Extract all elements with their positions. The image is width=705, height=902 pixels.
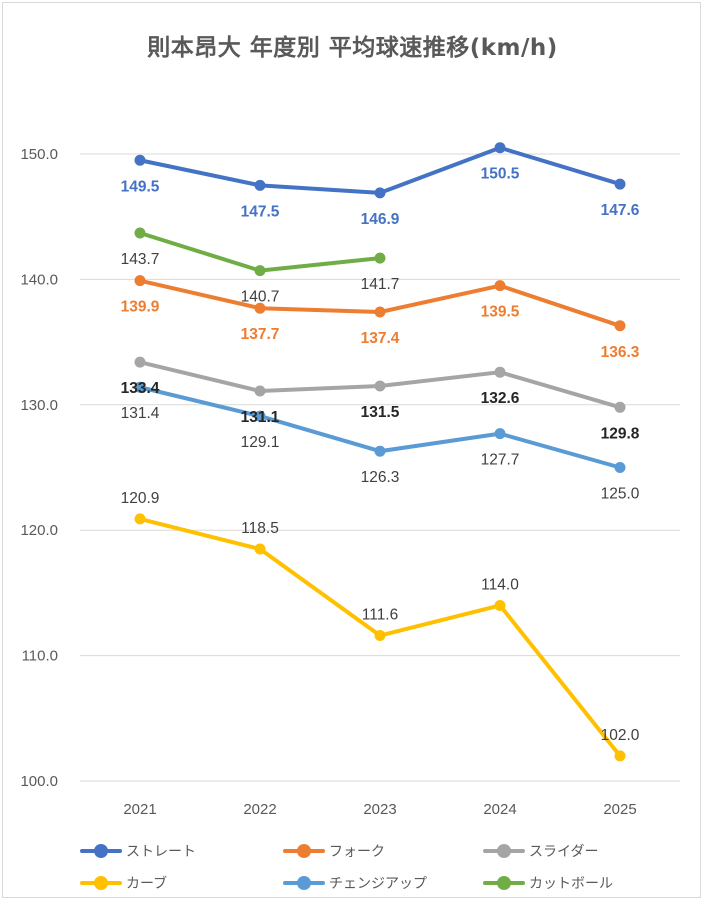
data-label: 131.1 [241,409,280,426]
data-point [374,630,386,642]
data-point [134,275,146,287]
data-label: 131.4 [121,405,160,422]
data-point [254,385,266,397]
legend-item: カットボール [483,872,613,894]
data-point [374,380,386,392]
data-label: 141.7 [361,276,400,293]
x-tick-label: 2025 [603,801,636,818]
data-label: 118.5 [241,520,279,537]
data-point [254,302,266,314]
data-label: 133.4 [121,380,160,397]
data-label: 137.7 [241,326,280,343]
data-point [254,265,266,277]
data-point [494,366,506,378]
x-tick-label: 2022 [243,801,276,818]
legend-item: スライダー [483,840,598,862]
data-point [494,428,506,440]
data-label: 127.7 [481,452,520,469]
legend-swatch [80,872,122,894]
legend-label: ストレート [126,844,196,860]
data-point [614,401,626,413]
legend-label: チェンジアップ [329,876,427,892]
series-line [138,145,622,195]
data-point [494,142,506,154]
data-label: 149.5 [121,178,160,195]
y-tick-label: 110.0 [22,648,58,665]
chart-title: 則本昂大 年度別 平均球速推移(km/h) [147,35,558,61]
x-tick-label: 2021 [123,801,156,818]
legend-swatch [283,840,325,862]
data-point [254,410,266,422]
legend-label: カーブ [126,876,168,892]
legend-label: カットボール [529,876,613,892]
legend-swatch [483,872,525,894]
y-tick-label: 100.0 [20,773,58,790]
data-point [614,462,626,473]
data-label: 129.1 [241,434,280,451]
legend-item: ストレート [80,840,196,862]
data-label: 139.5 [481,304,520,321]
data-point [374,306,386,318]
data-point [134,513,146,525]
y-tick-label: 130.0 [20,397,58,414]
x-tick-label: 2024 [483,801,516,818]
data-point [134,227,146,239]
data-label: 111.6 [362,607,399,624]
data-label: 132.6 [481,390,520,407]
data-label: 150.5 [481,166,520,183]
data-label: 131.5 [361,404,400,421]
data-point [374,252,386,264]
data-label: 114.0 [481,576,519,593]
data-point [374,187,386,199]
y-tick-label: 120.0 [20,522,58,539]
data-point [614,178,626,190]
data-label: 146.9 [361,211,400,228]
data-label: 140.7 [241,289,280,306]
legend-item: カーブ [80,872,167,894]
data-point [134,381,146,393]
chart-legend: ストレート フォーク スライダーカーブ チェンジアップ カットボール [0,838,705,898]
legend-item: フォーク [283,840,385,862]
data-label: 147.6 [601,202,640,219]
data-point [614,750,626,762]
legend-swatch [80,840,122,862]
legend-swatch [283,872,325,894]
data-point [614,320,626,332]
data-label: 143.7 [121,251,160,268]
y-tick-label: 140.0 [20,271,58,288]
legend-swatch [483,840,525,862]
legend-item: チェンジアップ [283,872,427,894]
data-label: 129.8 [601,425,640,442]
data-point [494,280,506,292]
data-point [494,599,506,611]
data-point [134,154,146,166]
series-line [138,231,382,273]
data-label: 126.3 [361,469,400,486]
y-tick-label: 150.0 [20,146,58,163]
data-point [134,356,146,368]
legend-label: フォーク [329,844,385,860]
data-label: 120.9 [121,490,160,507]
data-label: 137.4 [361,330,400,347]
data-label: 125.0 [601,486,640,503]
data-label: 102.0 [601,727,640,744]
data-point [254,179,266,191]
data-label: 139.9 [121,299,160,316]
legend-label: スライダー [529,844,599,860]
data-label: 147.5 [241,203,280,220]
data-point [254,543,266,555]
data-point [374,445,386,457]
data-label: 136.3 [601,344,640,361]
x-tick-label: 2023 [363,801,396,818]
